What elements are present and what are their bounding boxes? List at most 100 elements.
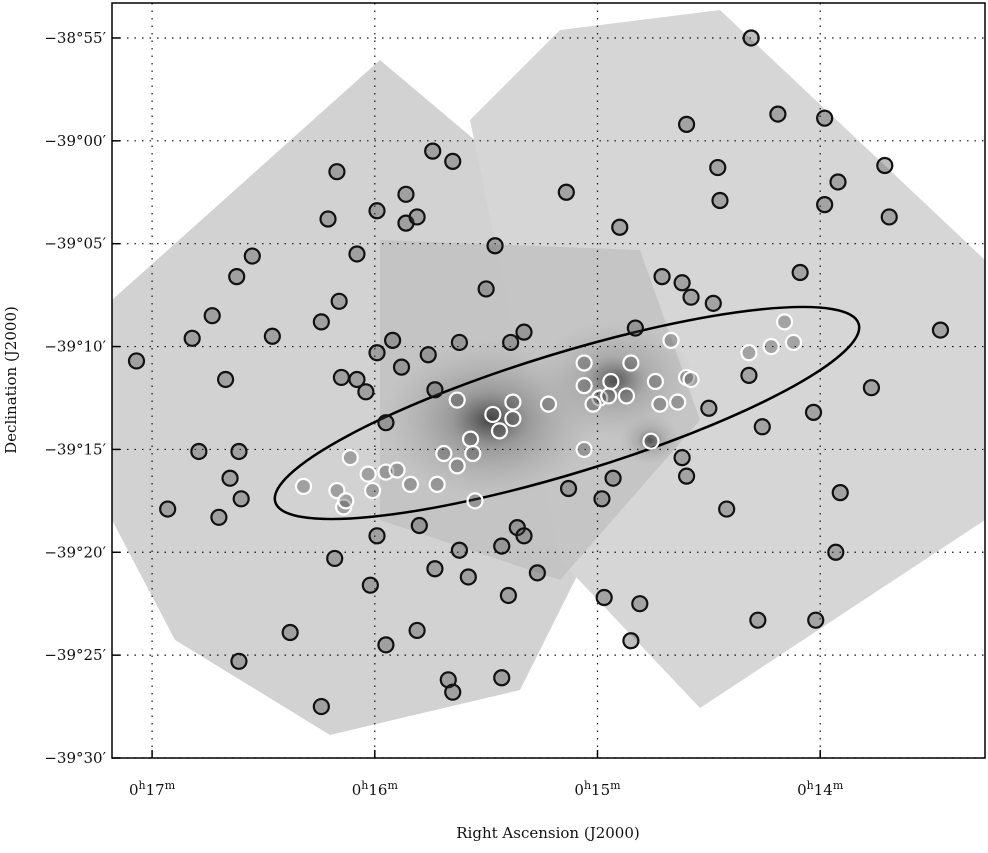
source-circle: [816, 109, 834, 127]
source-circle: [642, 432, 660, 450]
source-circle: [359, 465, 377, 483]
source-circle: [740, 344, 758, 362]
source-circle: [604, 469, 622, 487]
source-circle: [230, 442, 248, 461]
source-circle: [829, 173, 847, 191]
source-circle: [348, 370, 366, 389]
plot-frame: [111, 2, 986, 759]
source-circle: [575, 377, 593, 395]
source-circle: [816, 196, 834, 214]
source-circle: [419, 346, 437, 364]
source-circle: [397, 185, 415, 203]
source-circle: [312, 313, 330, 331]
source-circle: [539, 395, 558, 413]
source-circle: [203, 307, 221, 325]
source-circle: [408, 208, 426, 226]
source-circle: [673, 449, 691, 467]
source-circle: [669, 393, 687, 411]
source-circle: [515, 323, 533, 341]
source-circle: [466, 492, 484, 510]
y-tick-label: −39°15′: [44, 440, 106, 458]
source-circle: [348, 245, 366, 263]
sources: [127, 29, 950, 716]
source-circle: [575, 440, 593, 459]
source-circle: [749, 611, 767, 629]
y-tick-label: −38°55′: [44, 29, 106, 47]
source-circle: [622, 354, 640, 372]
source-circle: [328, 163, 346, 181]
source-circle: [762, 337, 780, 356]
source-circle: [330, 292, 348, 310]
source-circle: [559, 479, 578, 498]
source-circle: [769, 105, 787, 123]
source-circle: [931, 321, 950, 339]
source-circle: [622, 632, 640, 650]
source-circle: [368, 202, 386, 220]
x-tick-label: 0h14m: [797, 779, 844, 800]
source-circle: [504, 393, 522, 411]
source-circle: [232, 490, 250, 508]
source-circle: [461, 430, 480, 448]
source-circle: [312, 697, 330, 716]
x-tick-label: 0h17m: [129, 779, 176, 800]
source-circle: [791, 263, 809, 282]
source-circle: [626, 319, 644, 337]
x-axis-title: Right Ascension (J2000): [456, 824, 639, 842]
source-circle: [700, 399, 718, 417]
source-circle: [459, 568, 477, 586]
source-circle: [127, 352, 146, 370]
source-circle: [444, 683, 462, 701]
source-circle: [243, 247, 261, 265]
source-circle: [711, 191, 729, 210]
source-circle: [673, 274, 691, 292]
source-circle: [410, 516, 428, 535]
source-circle: [827, 543, 845, 561]
source-circle: [499, 586, 518, 605]
source-circle: [190, 442, 208, 461]
source-circle: [426, 381, 444, 399]
source-circle: [448, 391, 466, 409]
source-circle: [341, 449, 359, 467]
source-circle: [753, 418, 771, 436]
source-circle: [528, 564, 546, 582]
source-circle: [493, 669, 511, 687]
source-circle: [602, 372, 620, 391]
y-tick-label: −39°30′: [44, 749, 106, 767]
source-circle: [477, 280, 495, 298]
source-circle: [504, 409, 522, 428]
source-circle: [862, 379, 881, 397]
source-circle: [281, 623, 299, 642]
x-tick-label: 0h16m: [352, 779, 399, 800]
source-circle: [428, 475, 446, 493]
source-circle: [230, 652, 248, 670]
source-circle: [388, 461, 406, 479]
source-circle: [662, 331, 680, 349]
source-circle: [677, 115, 696, 133]
source-circle: [515, 527, 533, 545]
source-circle: [740, 366, 758, 384]
source-circle: [718, 500, 736, 518]
source-circle: [448, 457, 466, 475]
y-tick-label: −39°25′: [44, 646, 106, 664]
source-circle: [557, 183, 575, 201]
source-circle: [450, 541, 469, 559]
source-circle: [600, 387, 618, 405]
source-circle: [363, 481, 382, 500]
source-circle: [682, 370, 700, 389]
source-circle: [484, 405, 502, 424]
source-circle: [408, 621, 426, 640]
source-circle: [575, 354, 593, 372]
source-circle: [326, 549, 344, 568]
source-circle: [486, 237, 504, 255]
y-tick-label: −39°00′: [44, 132, 106, 150]
source-circle: [775, 313, 794, 331]
source-circle: [831, 484, 849, 502]
source-circle: [401, 475, 420, 493]
source-circle: [646, 372, 664, 391]
source-circle: [377, 636, 395, 654]
source-circle: [221, 469, 239, 487]
source-circle: [361, 576, 379, 594]
source-circle: [392, 358, 411, 376]
y-tick-label: −39°05′: [44, 235, 106, 253]
x-tick-label: 0h15m: [574, 779, 621, 800]
